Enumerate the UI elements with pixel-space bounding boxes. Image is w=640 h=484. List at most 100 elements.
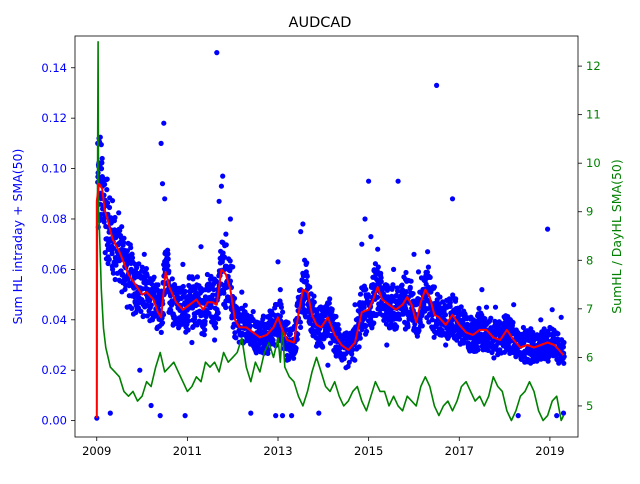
left-axis-label: Sum HL intraday + SMA(50) <box>10 149 25 325</box>
scatter-point <box>165 256 171 262</box>
scatter-point <box>357 291 364 297</box>
x-tick-label: 2019 <box>535 444 564 458</box>
scatter-point <box>485 347 491 353</box>
scatter-point <box>447 299 453 305</box>
scatter-point <box>510 319 516 326</box>
scatter-point <box>425 249 431 255</box>
scatter-point <box>188 288 194 294</box>
scatter-point <box>361 304 367 310</box>
scatter-point <box>162 196 168 202</box>
scatter-point <box>159 320 166 326</box>
scatter-point <box>375 294 381 300</box>
scatter-point <box>443 342 449 348</box>
scatter-point <box>289 413 295 419</box>
scatter-point <box>384 283 390 289</box>
scatter-point <box>488 315 494 321</box>
scatter-point <box>158 329 164 335</box>
scatter-point <box>487 335 493 341</box>
scatter-point <box>194 274 200 280</box>
right-tick-label: 9 <box>586 205 593 219</box>
scatter-point <box>394 324 400 330</box>
scatter-point <box>122 286 128 292</box>
scatter-point <box>232 330 238 336</box>
scatter-point <box>227 258 233 264</box>
scatter-point <box>561 339 567 346</box>
scatter-point <box>429 317 435 323</box>
scatter-point <box>182 288 188 295</box>
scatter-point <box>182 413 188 419</box>
x-tick-label: 2013 <box>263 444 292 458</box>
scatter-point <box>278 304 284 310</box>
scatter-point <box>247 323 253 329</box>
scatter-point <box>479 287 485 293</box>
scatter-point <box>141 251 147 257</box>
scatter-point <box>293 345 299 351</box>
scatter-point <box>327 340 334 346</box>
scatter-point <box>425 264 431 270</box>
scatter-point <box>248 410 254 416</box>
right-axis-label: SumHL / DayHL SMA(50) <box>609 159 624 314</box>
scatter-point <box>336 326 342 333</box>
scatter-point <box>447 303 453 309</box>
scatter-point <box>220 250 226 256</box>
scatter-point <box>458 304 464 310</box>
scatter-point <box>265 350 271 356</box>
left-tick-label: 0.06 <box>41 262 67 276</box>
scatter-point <box>106 204 113 211</box>
left-tick-label: 0.04 <box>41 313 67 327</box>
scatter-point <box>538 317 544 323</box>
scatter-point <box>216 316 222 322</box>
scatter-point <box>213 325 219 331</box>
scatter-point <box>284 357 290 363</box>
scatter-point <box>335 322 341 328</box>
scatter-point <box>561 360 567 366</box>
scatter-point <box>185 327 191 333</box>
left-tick-label: 0.00 <box>41 414 67 428</box>
scatter-point <box>325 362 331 368</box>
scatter-point <box>395 178 401 184</box>
scatter-point <box>334 347 340 353</box>
scatter-point <box>362 216 368 222</box>
scatter-point <box>277 287 283 293</box>
scatter-point <box>377 307 383 313</box>
scatter-point <box>391 266 397 272</box>
scatter-point <box>223 304 229 311</box>
scatter-point <box>511 302 517 308</box>
scatter-point <box>357 331 363 337</box>
scatter-point <box>294 336 300 342</box>
x-axis: 2009 2011 2013 2015 2017 2019 <box>82 437 565 458</box>
scatter-point <box>359 327 365 333</box>
scatter-point <box>378 279 384 285</box>
scatter-point <box>165 251 171 257</box>
scatter-point <box>155 282 161 288</box>
left-tick-label: 0.12 <box>41 111 67 125</box>
scatter-point <box>520 324 527 331</box>
scatter-point <box>137 367 143 373</box>
scatter-point <box>411 251 417 257</box>
scatter-point <box>144 313 150 319</box>
scatter-point <box>223 231 229 237</box>
scatter-point <box>560 410 567 416</box>
scatter-point <box>364 328 370 335</box>
scatter-point <box>287 331 293 337</box>
scatter-point <box>545 226 551 232</box>
scatter-point <box>275 259 281 265</box>
scatter-point <box>326 300 332 306</box>
scatter-point <box>560 344 567 350</box>
scatter-point <box>470 327 476 333</box>
scatter-point <box>399 282 405 288</box>
scatter-point <box>443 304 449 310</box>
scatter-point <box>103 223 109 230</box>
chart-title: AUDCAD <box>289 15 352 31</box>
scatter-point <box>190 276 196 282</box>
scatter-point <box>116 210 122 216</box>
scatter-point <box>100 216 107 222</box>
scatter-point <box>343 351 349 357</box>
scatter-point <box>158 140 164 146</box>
scatter-point <box>363 286 369 292</box>
scatter-point <box>300 302 306 308</box>
scatter-point <box>221 290 227 296</box>
scatter-point <box>320 312 326 318</box>
scatter-point <box>541 326 547 332</box>
